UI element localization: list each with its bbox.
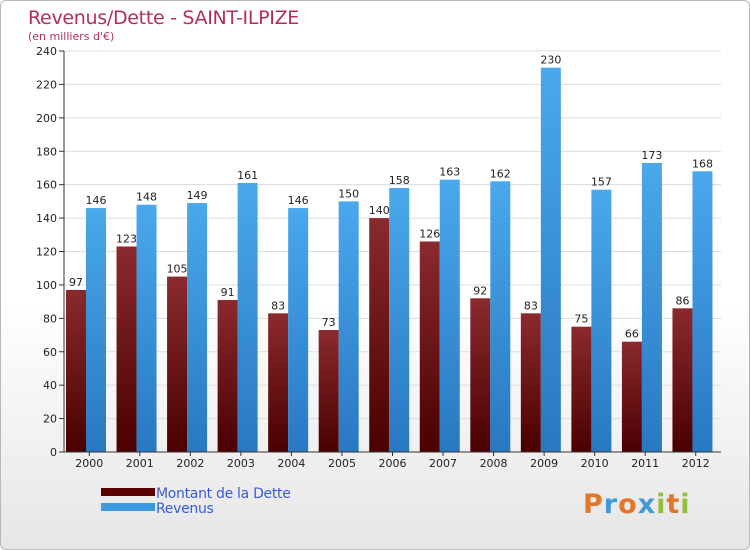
data-label-revenus-2012: 168: [692, 157, 713, 170]
data-label-dette-2004: 83: [271, 299, 285, 312]
bar-layer: [66, 67, 713, 453]
x-tick-label-2007: 2007: [429, 457, 457, 470]
bar-dette-2004: [268, 313, 289, 452]
y-tick-label-240: 240: [36, 45, 57, 58]
y-tick-label-180: 180: [36, 145, 57, 158]
data-label-revenus-2000: 146: [86, 194, 107, 207]
x-tick-label-2004: 2004: [277, 457, 305, 470]
legend-swatch-dette: [101, 488, 155, 496]
bar-revenus-2010: [591, 189, 612, 452]
bar-dette-2006: [369, 218, 390, 452]
y-tick-label-220: 220: [36, 78, 57, 91]
data-label-revenus-2001: 148: [136, 191, 157, 204]
bar-revenus-2002: [187, 203, 208, 452]
data-label-dette-2003: 91: [221, 286, 235, 299]
bar-dette-2005: [318, 330, 339, 452]
logo-letter-0: P: [583, 489, 604, 520]
data-label-dette-2006: 140: [369, 204, 390, 217]
x-tick-label-2008: 2008: [480, 457, 508, 470]
bar-dette-2011: [621, 341, 642, 452]
x-tick-label-2006: 2006: [379, 457, 407, 470]
bar-revenus-2008: [490, 181, 511, 452]
data-label-revenus-2004: 146: [288, 194, 309, 207]
x-tick-label-2002: 2002: [176, 457, 204, 470]
x-tick-label-2012: 2012: [682, 457, 710, 470]
x-tick-label-2005: 2005: [328, 457, 356, 470]
x-tick-label-2010: 2010: [581, 457, 609, 470]
y-tick-label-40: 40: [43, 379, 57, 392]
data-label-revenus-2007: 163: [439, 166, 460, 179]
data-label-revenus-2010: 157: [591, 176, 612, 189]
x-tick-label-2009: 2009: [530, 457, 558, 470]
y-tick-label-20: 20: [43, 413, 57, 426]
bar-revenus-2011: [641, 162, 662, 452]
proxiti-logo: Proxiti: [583, 489, 691, 520]
data-label-revenus-2003: 161: [237, 169, 258, 182]
data-label-revenus-2002: 149: [187, 189, 208, 202]
logo-letter-2: o: [618, 489, 638, 520]
x-tick-label-2003: 2003: [227, 457, 255, 470]
data-label-dette-2009: 83: [524, 299, 538, 312]
legend-swatch-revenus: [101, 503, 155, 511]
bar-dette-2012: [672, 308, 693, 452]
data-label-revenus-2009: 230: [540, 54, 561, 67]
y-tick-label-200: 200: [36, 112, 57, 125]
bar-revenus-2012: [692, 171, 713, 453]
data-label-dette-2005: 73: [322, 316, 336, 329]
data-label-dette-2007: 126: [419, 227, 440, 240]
data-label-revenus-2011: 173: [641, 149, 662, 162]
bar-revenus-2006: [389, 188, 410, 452]
y-tick-label-80: 80: [43, 312, 57, 325]
bar-dette-2001: [116, 246, 137, 452]
chart-subtitle: (en milliers d'€): [28, 30, 115, 43]
bar-dette-2002: [167, 276, 188, 452]
bar-revenus-2007: [439, 179, 460, 452]
y-tick-label-60: 60: [43, 346, 57, 359]
logo-letter-3: x: [637, 489, 657, 520]
bar-dette-2009: [520, 313, 541, 452]
chart-title: Revenus/Dette - SAINT-ILPIZE: [28, 7, 300, 29]
x-tick-label-2000: 2000: [75, 457, 103, 470]
logo-letter-1: r: [603, 489, 619, 520]
bar-dette-2003: [217, 299, 238, 452]
y-tick-label-120: 120: [36, 246, 57, 259]
bar-dette-2008: [470, 298, 491, 452]
bar-revenus-2005: [338, 201, 359, 452]
data-label-revenus-2006: 158: [389, 174, 410, 187]
label-layer: 97 123 105 91 83 73 140 126 92 83 75 66 86 146 148 149 1…: [69, 54, 713, 341]
bar-revenus-2003: [237, 182, 258, 452]
data-label-dette-2011: 66: [625, 328, 639, 341]
data-label-revenus-2008: 162: [490, 167, 511, 180]
x-tick-label-2001: 2001: [126, 457, 154, 470]
data-label-dette-2001: 123: [116, 232, 137, 245]
bar-dette-2010: [571, 326, 592, 452]
bar-revenus-2004: [288, 208, 309, 452]
bar-revenus-2001: [136, 204, 157, 452]
legend-label-revenus: Revenus: [156, 501, 214, 517]
x-tick-label-2011: 2011: [631, 457, 659, 470]
logo-letter-6: i: [680, 489, 691, 520]
y-tick-label-0: 0: [50, 446, 57, 459]
logo-letter-5: t: [666, 489, 681, 520]
y-tick-label-160: 160: [36, 179, 57, 192]
axis-layer: 0 20 40 60 80 100 120 140 160 180 200 220 240 2000 200…: [36, 45, 721, 470]
bar-revenus-2000: [86, 208, 106, 452]
y-tick-label-140: 140: [36, 212, 57, 225]
data-label-dette-2008: 92: [473, 284, 487, 297]
data-label-dette-2000: 97: [69, 276, 83, 289]
bar-revenus-2009: [540, 67, 561, 452]
logo-letter-4: i: [656, 489, 667, 520]
data-label-dette-2010: 75: [574, 313, 588, 326]
y-tick-label-100: 100: [36, 279, 57, 292]
data-label-dette-2012: 86: [675, 294, 689, 307]
bar-dette-2007: [419, 241, 440, 452]
data-label-revenus-2005: 150: [338, 187, 359, 200]
legend-label-dette: Montant de la Dette: [156, 486, 291, 502]
bar-dette-2000: [66, 289, 86, 452]
data-label-dette-2002: 105: [167, 263, 188, 276]
